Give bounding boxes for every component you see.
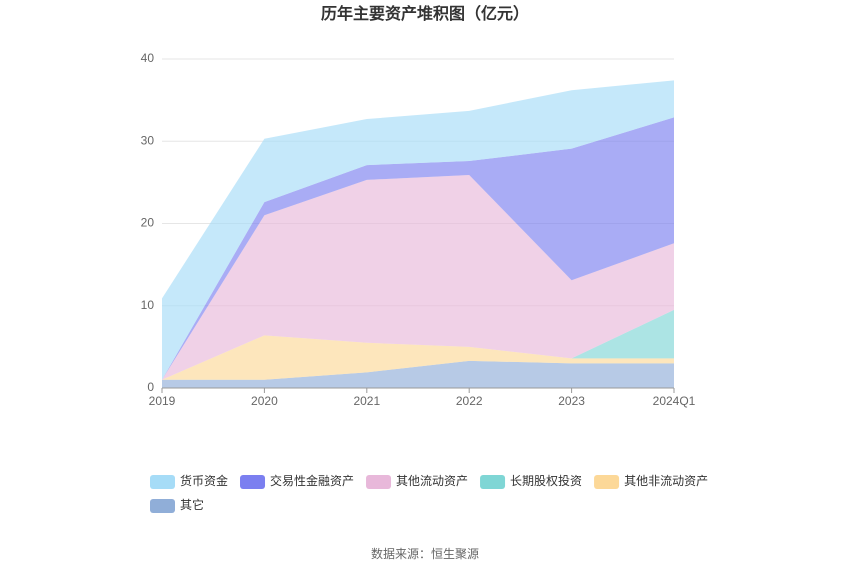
legend-swatch bbox=[480, 475, 506, 489]
legend-label: 货币资金 bbox=[180, 473, 228, 488]
x-tick-label: 2020 bbox=[251, 394, 278, 408]
area bbox=[162, 335, 674, 380]
legend-swatch bbox=[150, 475, 175, 489]
legend-label: 其他流动资产 bbox=[396, 474, 468, 488]
legend-swatch bbox=[150, 499, 175, 513]
y-tick-label: 20 bbox=[141, 216, 155, 230]
x-tick-label: 2019 bbox=[149, 394, 176, 408]
source-note: 数据来源：恒生聚源 bbox=[371, 546, 479, 561]
y-tick-label: 30 bbox=[141, 133, 155, 147]
legend-item: 货币资金 bbox=[150, 473, 228, 489]
legend-label: 长期股权投资 bbox=[510, 473, 582, 488]
legend-item: 交易性金融资产 bbox=[240, 473, 354, 489]
chart-title: 历年主要资产堆积图（亿元） bbox=[321, 4, 529, 23]
legend-label: 交易性金融资产 bbox=[270, 473, 354, 488]
x-tick-label: 2021 bbox=[353, 394, 380, 408]
y-tick-label: 10 bbox=[141, 298, 155, 312]
legend-label: 其他非流动资产 bbox=[624, 474, 708, 488]
legend-item: 其他非流动资产 bbox=[594, 474, 708, 489]
area bbox=[162, 117, 674, 380]
y-tick-label: 40 bbox=[141, 51, 155, 65]
y-tick-label: 0 bbox=[147, 380, 154, 394]
legend-swatch bbox=[240, 475, 266, 489]
area bbox=[162, 80, 674, 380]
x-tick-label: 2023 bbox=[558, 394, 585, 408]
x-tick-label: 2022 bbox=[456, 394, 483, 408]
legend-swatch bbox=[366, 475, 392, 489]
area bbox=[162, 174, 674, 380]
x-tick-label: 2024Q1 bbox=[653, 394, 696, 408]
area bbox=[162, 360, 674, 388]
legend-item: 其他流动资产 bbox=[366, 474, 468, 489]
legend-item: 长期股权投资 bbox=[480, 473, 582, 489]
legend-label: 其它 bbox=[180, 497, 204, 512]
legend-swatch bbox=[594, 475, 620, 489]
legend-item: 其它 bbox=[150, 497, 204, 513]
